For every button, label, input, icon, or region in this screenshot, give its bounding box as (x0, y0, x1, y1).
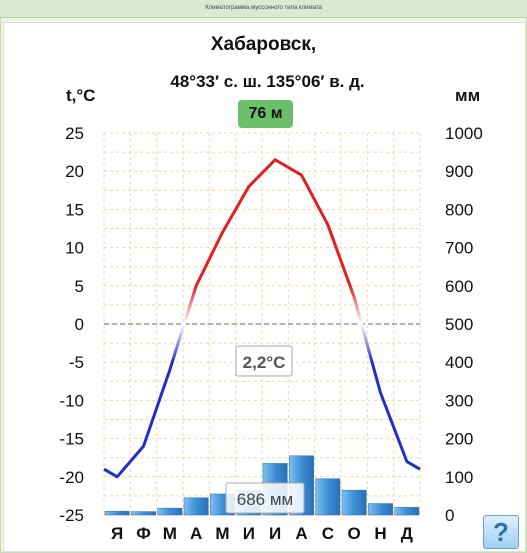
elevation-badge: 76 м (238, 100, 293, 128)
precip-tick-label: 500 (445, 315, 473, 334)
temp-tick-label: 20 (65, 162, 84, 181)
precip-bar (131, 511, 156, 516)
temp-tick-label: 0 (75, 315, 84, 334)
month-label: Н (374, 524, 386, 543)
temp-tick-label: 10 (65, 239, 84, 258)
month-label: А (190, 524, 202, 543)
precip-tick-label: 400 (445, 353, 473, 372)
temp-tick-label: -10 (59, 391, 84, 410)
month-label: С (322, 524, 334, 543)
month-label: Я (111, 524, 123, 543)
month-label: И (243, 524, 255, 543)
temp-axis-label: t,°C (66, 86, 96, 105)
month-label: О (348, 524, 361, 543)
month-label: М (163, 524, 177, 543)
temp-tick-label: -15 (59, 430, 84, 449)
precip-bar (315, 478, 341, 516)
precip-bar (157, 507, 183, 516)
temp-tick-label: -20 (59, 468, 84, 487)
temp-tick-label: 15 (65, 200, 84, 219)
help-button[interactable]: ? (483, 515, 519, 549)
precip-tick-label: 700 (445, 239, 473, 258)
precip-bar (394, 507, 420, 516)
station-coords: 48°33′ с. ш. 135°06′ в. д. (170, 72, 365, 91)
month-label: А (295, 524, 307, 543)
temp-tick-label: -25 (59, 506, 84, 525)
precip-tick-label: 100 (445, 468, 473, 487)
temperature-line (103, 158, 421, 479)
month-label: И (269, 524, 281, 543)
temp-tick-label: 5 (75, 277, 84, 296)
mean-temp-box (235, 345, 293, 377)
precip-tick-label: 300 (445, 391, 473, 410)
precip-tick-label: 1000 (445, 124, 483, 143)
mean-temp-label: 2,2°C (243, 353, 286, 372)
month-label: Ф (136, 524, 151, 543)
temp-tick-label: -5 (69, 353, 84, 372)
header-caption: Климатограмма муссонного типа климата (0, 0, 527, 18)
month-label: М (215, 524, 229, 543)
precip-tick-label: 0 (445, 506, 454, 525)
station-name: Хабаровск, (210, 34, 317, 55)
temp-tick-label: 25 (65, 124, 84, 143)
precip-tick-label: 200 (445, 430, 473, 449)
precip-tick-label: 600 (445, 277, 473, 296)
annual-precip-label: 686 мм (237, 490, 293, 509)
precip-bar (341, 489, 367, 516)
precip-bar (104, 510, 130, 516)
precip-bar (183, 497, 209, 516)
precip-bar (368, 503, 393, 516)
precip-tick-label: 900 (445, 162, 473, 181)
precip-axis-label: мм (455, 86, 481, 105)
precip-tick-label: 800 (445, 200, 473, 219)
annual-precip-box (225, 482, 305, 514)
month-label: Д (401, 524, 413, 543)
